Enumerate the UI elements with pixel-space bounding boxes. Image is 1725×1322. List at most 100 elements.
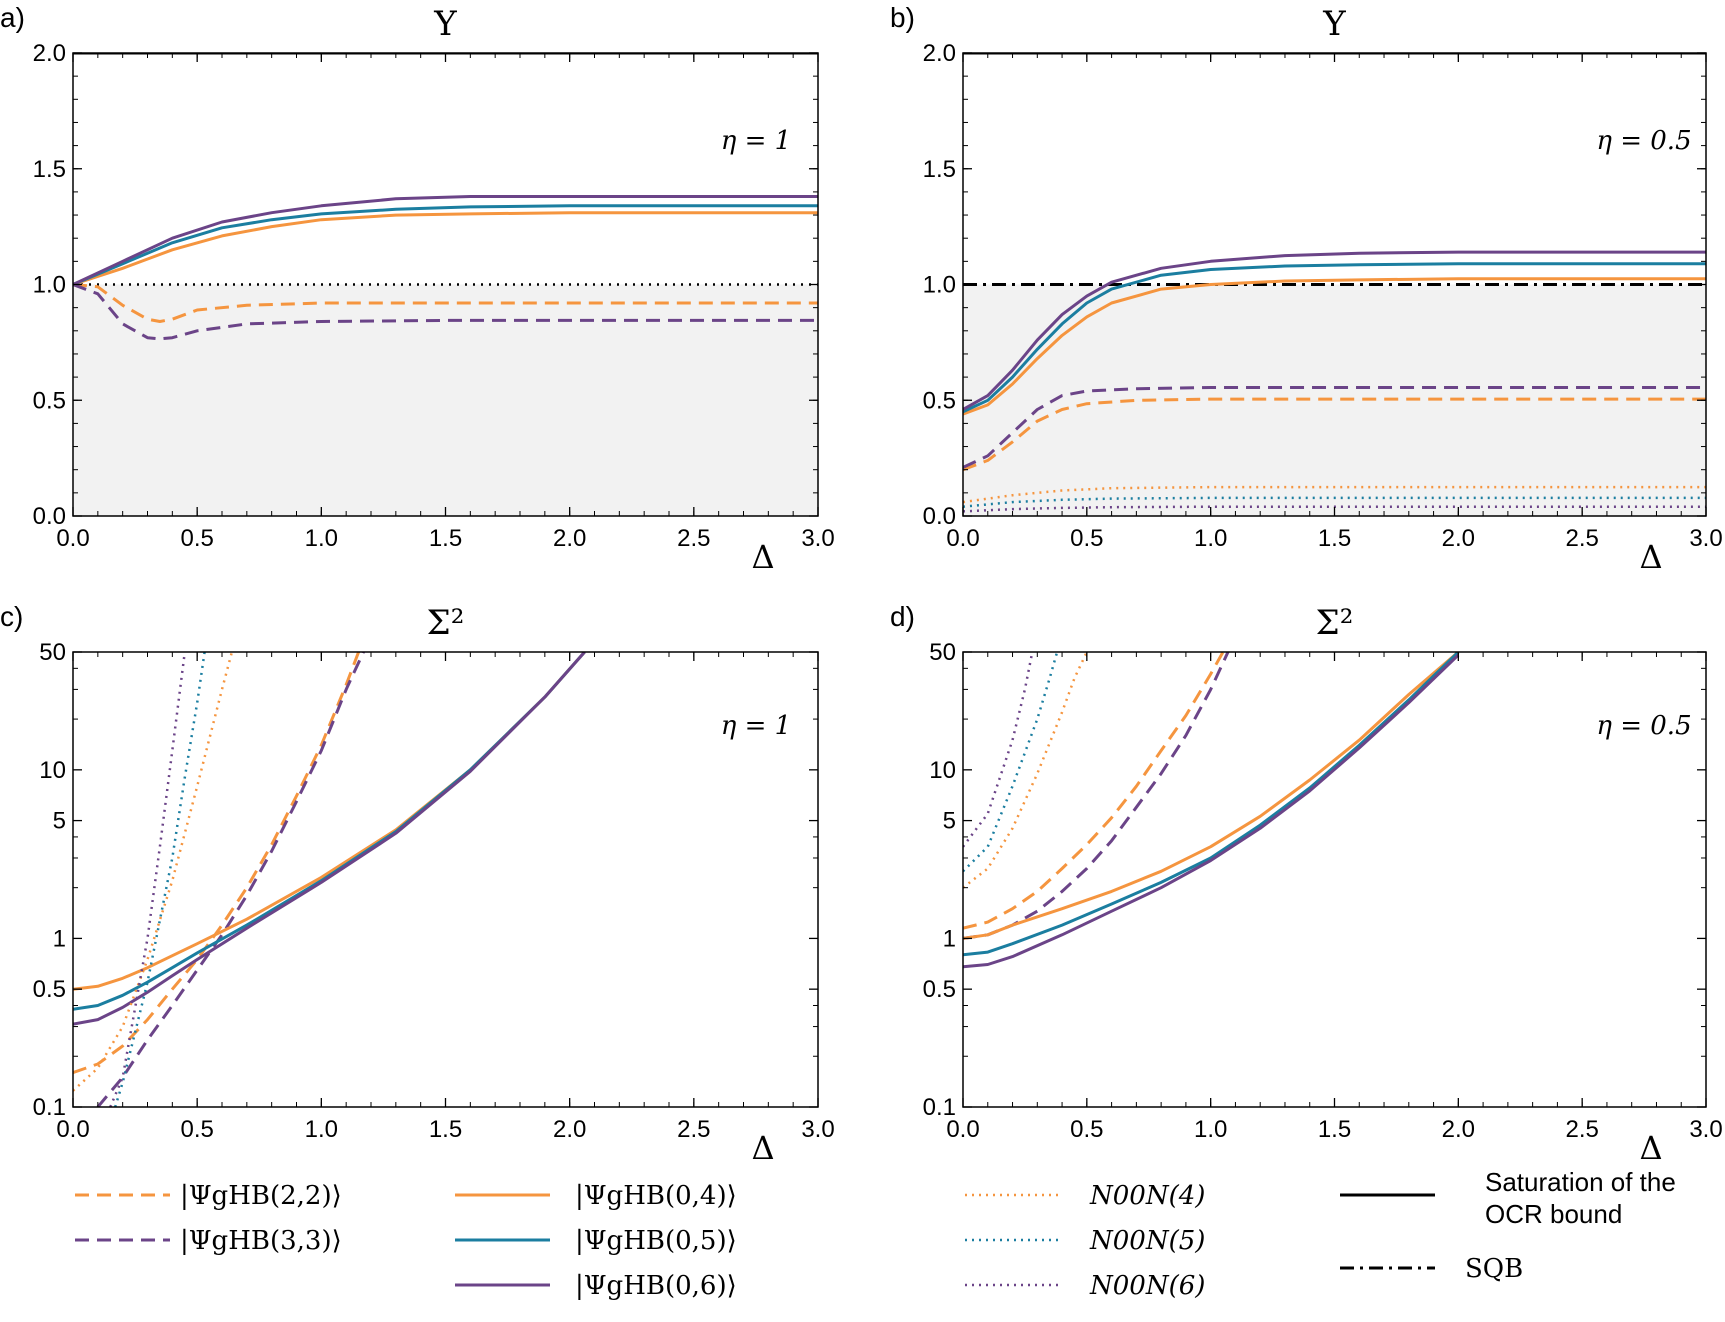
x-tick-label: 1.5 xyxy=(429,1116,462,1143)
legend-label-3: |ΨgHB(0,4)⟩ xyxy=(575,1181,737,1211)
x-tick-label: 2.5 xyxy=(1565,1116,1598,1143)
plot-area xyxy=(963,652,1460,969)
x-tick-label: 2.5 xyxy=(1565,525,1598,552)
x-tick-label: 2.0 xyxy=(553,525,586,552)
legend-label-2: |ΨgHB(3,3)⟩ xyxy=(180,1226,342,1256)
eta-annotation: η = 1 xyxy=(721,126,791,156)
series-line-8 xyxy=(963,505,1706,513)
series-line-8 xyxy=(109,652,187,1107)
x-tick-label: 0.0 xyxy=(56,525,89,552)
series-line-5 xyxy=(963,653,1460,969)
x-tick-label: 1.5 xyxy=(1318,1116,1351,1143)
panel-label: c) xyxy=(0,601,23,632)
panel-1: 0.0 0.5 1.0 1.5 2.0 2.5 3.0 0.0 0.5 1.0 1.5 2.0 a) Υη… xyxy=(0,2,835,576)
panel-2: 0.0 0.5 1.0 1.5 2.0 2.5 3.0 0.0 0.5 1.0 1.5 2.0 b) Υη… xyxy=(890,2,1723,576)
legend-label-line: Saturation of the xyxy=(1485,1167,1676,1197)
y-tick-label: 0.5 xyxy=(923,387,956,414)
x-tick-label: 0.0 xyxy=(946,525,979,552)
x-tick-label: 3.0 xyxy=(1689,1116,1722,1143)
eta-annotation: η = 0.5 xyxy=(1596,711,1691,741)
y-tick-label: 0.0 xyxy=(33,503,66,530)
plot-frame xyxy=(72,651,819,1108)
y-tick-label: 0.5 xyxy=(33,387,66,414)
x-tick-label: 0.0 xyxy=(56,1116,89,1143)
x-tick-label: 2.5 xyxy=(677,525,710,552)
y-tick-label: 50 xyxy=(929,639,956,666)
y-tick-label: 0.1 xyxy=(33,1094,66,1121)
eta-annotation: η = 0.5 xyxy=(1596,126,1691,156)
x-tick-label: 0.0 xyxy=(946,1116,979,1143)
series-line-4 xyxy=(963,652,1460,957)
legend-label-8: N00N(6) xyxy=(1089,1271,1205,1301)
y-tick-label: 10 xyxy=(929,757,956,784)
legend: |ΨgHB(2,2)⟩ |ΨgHB(3,3)⟩ |ΨgHB(0,4)⟩ |ΨgHB(0… xyxy=(75,1167,1676,1301)
legend-label-10: SQB xyxy=(1465,1254,1523,1284)
y-tick-label: 1.5 xyxy=(923,156,956,183)
x-tick-label: 3.0 xyxy=(1689,525,1722,552)
y-tick-label: 5 xyxy=(53,808,66,835)
series-line-2 xyxy=(96,652,365,1107)
legend-label-7: N00N(5) xyxy=(1089,1226,1205,1256)
legend-label-1: |ΨgHB(2,2)⟩ xyxy=(180,1181,342,1211)
chart-title: Υ xyxy=(433,4,457,44)
series-line-8 xyxy=(963,652,1034,848)
plot-area xyxy=(73,652,586,1107)
x-tick-label: 2.0 xyxy=(1442,1116,1475,1143)
series-line-3 xyxy=(963,277,1706,416)
x-tick-label: 3.0 xyxy=(801,1116,834,1143)
legend-label-5: |ΨgHB(0,6)⟩ xyxy=(575,1271,737,1301)
series-line-4 xyxy=(73,204,818,286)
shaded-region xyxy=(73,284,818,516)
series-line-7 xyxy=(963,652,1059,873)
chart-title: Σ² xyxy=(427,603,465,643)
series-line-3 xyxy=(73,652,586,991)
y-tick-label: 2.0 xyxy=(33,40,66,67)
series-line-6 xyxy=(963,652,1088,889)
x-tick-label: 0.5 xyxy=(180,525,213,552)
legend-label-9: Saturation of the OCR bound xyxy=(1485,1167,1676,1229)
x-tick-label: 2.0 xyxy=(1442,525,1475,552)
shaded-region xyxy=(963,284,1706,516)
y-tick-label: 0.1 xyxy=(923,1094,956,1121)
y-tick-label: 2.0 xyxy=(923,40,956,67)
y-tick-label: 1 xyxy=(53,925,66,952)
x-tick-label: 2.0 xyxy=(553,1116,586,1143)
chart-title: Υ xyxy=(1322,4,1346,44)
chart-title: Σ² xyxy=(1316,603,1354,643)
y-tick-label: 10 xyxy=(39,757,66,784)
x-tick-label: 1.5 xyxy=(1318,525,1351,552)
series-line-6 xyxy=(963,485,1706,504)
series-line-2 xyxy=(963,386,1706,469)
x-axis-label: Δ xyxy=(1639,538,1662,576)
x-tick-label: 0.5 xyxy=(1070,525,1103,552)
series-line-5 xyxy=(73,195,818,286)
plot-frame xyxy=(962,651,1707,1108)
x-tick-label: 2.5 xyxy=(677,1116,710,1143)
series-line-5 xyxy=(73,652,586,1026)
series-line-1 xyxy=(73,283,818,323)
y-tick-label: 0.5 xyxy=(33,976,66,1003)
y-tick-label: 50 xyxy=(39,639,66,666)
y-tick-label: 0.0 xyxy=(923,503,956,530)
y-tick-label: 1.5 xyxy=(33,156,66,183)
y-tick-label: 5 xyxy=(943,808,956,835)
series-line-6 xyxy=(73,652,234,1092)
series-line-5 xyxy=(963,250,1706,411)
panel-label: b) xyxy=(890,2,915,33)
series-line-3 xyxy=(963,652,1460,940)
y-tick-label: 1 xyxy=(943,925,956,952)
panel-label: d) xyxy=(890,601,915,632)
plot-area xyxy=(963,53,1706,513)
x-tick-label: 1.0 xyxy=(1194,1116,1227,1143)
y-tick-label: 1.0 xyxy=(33,272,66,299)
legend-label-4: |ΨgHB(0,5)⟩ xyxy=(575,1226,737,1256)
series-line-1 xyxy=(963,652,1225,930)
series-line-4 xyxy=(73,652,586,1011)
series-line-3 xyxy=(73,211,818,286)
x-tick-label: 3.0 xyxy=(801,525,834,552)
x-axis-label: Δ xyxy=(751,1129,774,1167)
legend-label-6: N00N(4) xyxy=(1089,1181,1205,1211)
panel-3: 0.0 0.5 1.0 1.5 2.0 2.5 3.0 0.1 0.5 1 5 10 50 c) Σ² η =… xyxy=(0,601,835,1167)
panel-label: a) xyxy=(0,2,25,33)
